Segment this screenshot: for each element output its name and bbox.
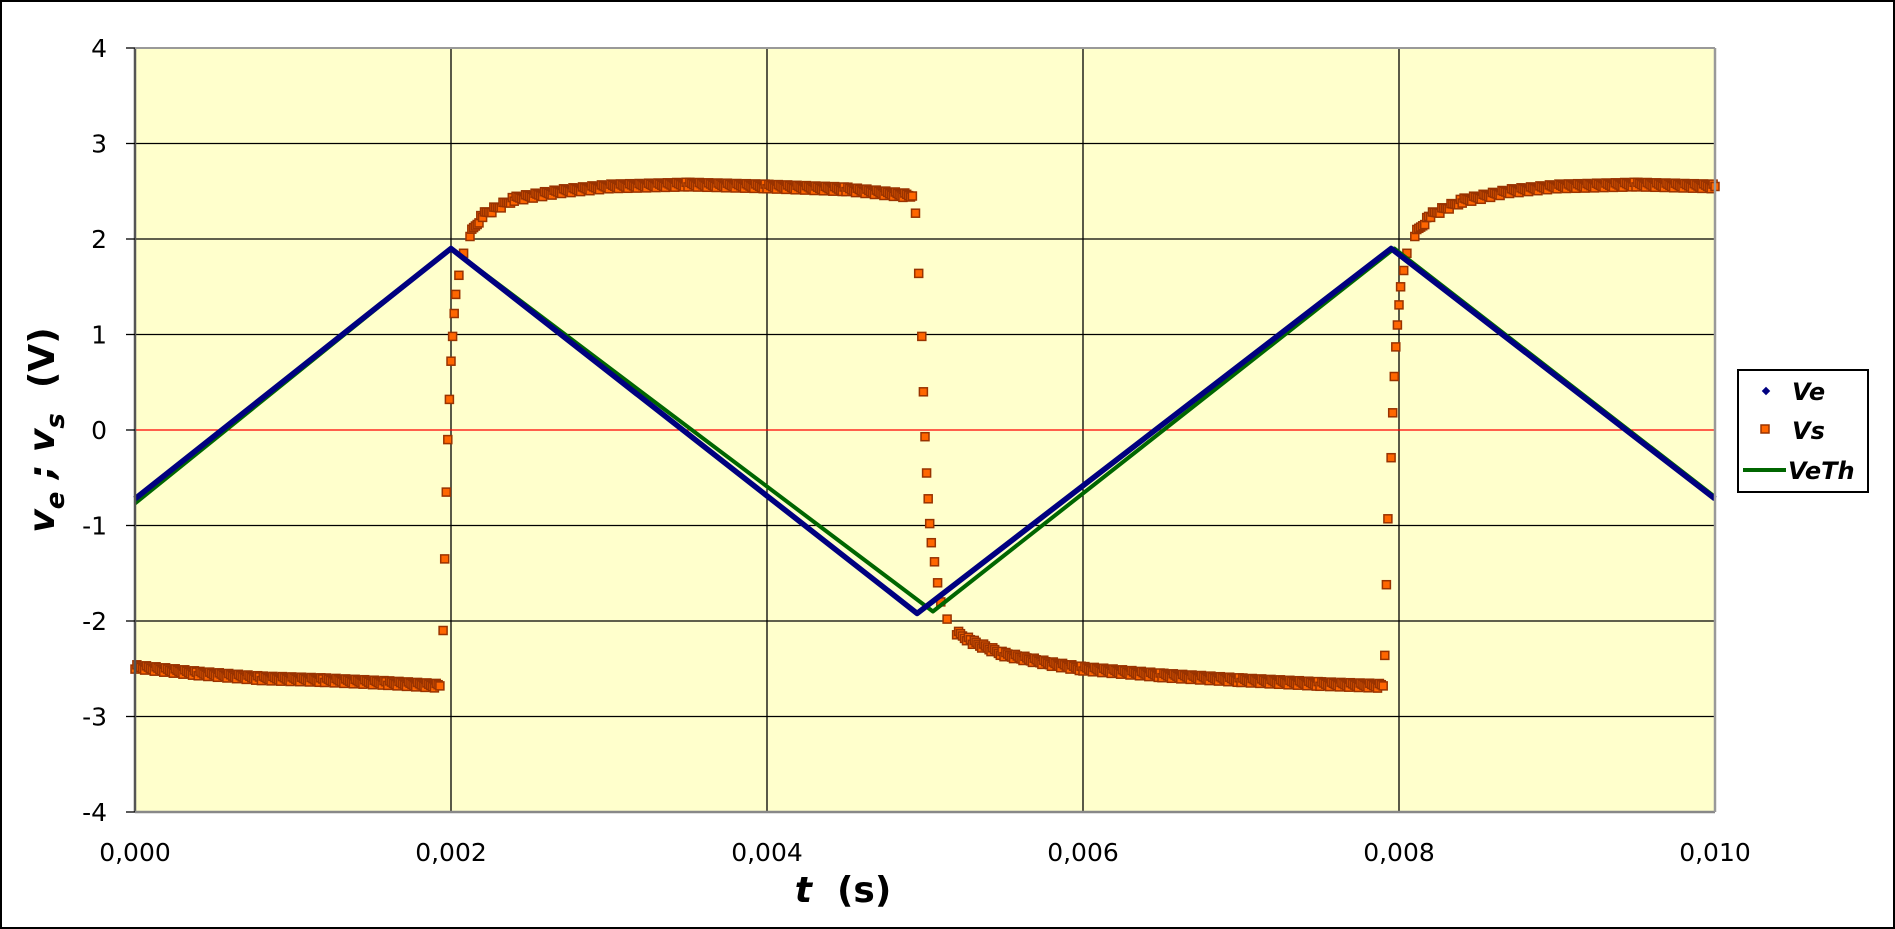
vs-marker xyxy=(1395,282,1406,292)
series-ve xyxy=(133,245,1717,617)
vs-marker xyxy=(447,331,458,342)
vs-marker xyxy=(1380,650,1390,661)
vs-marker xyxy=(435,681,445,691)
vs-marker xyxy=(942,614,952,624)
legend: Ve Vs VeTh xyxy=(1737,369,1869,493)
ve-trace xyxy=(133,245,1717,617)
vs-marker xyxy=(913,268,924,279)
vs-marker xyxy=(443,434,453,445)
square-marker-icon xyxy=(1760,424,1770,434)
vs-marker xyxy=(924,518,935,529)
vs-marker xyxy=(918,387,929,397)
y-tick-label: -2 xyxy=(82,607,107,636)
vs-marker xyxy=(917,331,927,342)
vs-marker xyxy=(441,487,452,497)
svg-text:Vs: Vs xyxy=(1792,417,1825,445)
vs-marker xyxy=(1387,408,1398,418)
vs-marker xyxy=(921,468,932,478)
x-axis-title: t (s) xyxy=(795,870,892,911)
vs-marker xyxy=(1394,300,1404,310)
vs-marker xyxy=(1386,452,1396,463)
y-tick-label: -4 xyxy=(82,798,107,827)
vs-marker xyxy=(1398,265,1409,276)
y-tick-label: -1 xyxy=(82,512,107,541)
vs-marker xyxy=(446,356,456,366)
y-axis-tick-labels: 4 3 2 1 0 -1 -2 -3 -4 xyxy=(82,34,107,827)
vs-marker xyxy=(923,494,933,504)
y-tick-label: -3 xyxy=(82,703,107,732)
axes xyxy=(126,47,1717,814)
vs-marker xyxy=(910,208,921,218)
y-tick-label: 1 xyxy=(91,321,107,350)
vs-marker xyxy=(1378,681,1388,691)
vs-marker xyxy=(1383,514,1393,524)
x-tick-label: 0,008 xyxy=(1363,838,1435,867)
vs-marker xyxy=(1392,320,1403,330)
grid-lines xyxy=(134,47,1716,813)
vs-marker xyxy=(449,308,459,319)
legend-item-veth: VeTh xyxy=(1743,457,1855,485)
vs-marker xyxy=(439,554,450,564)
svg-text:VeTh: VeTh xyxy=(1788,457,1855,485)
vs-marker xyxy=(444,394,455,405)
vs-marker xyxy=(1391,342,1401,352)
dot-marker-icon xyxy=(1761,386,1771,396)
vs-marker xyxy=(1389,371,1400,382)
vs-marker xyxy=(929,557,940,567)
vs-marker xyxy=(920,431,930,442)
x-tick-label: 0,010 xyxy=(1679,838,1751,867)
vs-marker xyxy=(932,578,943,588)
x-tick-label: 0,002 xyxy=(415,838,487,867)
vs-marker xyxy=(926,537,937,548)
x-tick-label: 0,000 xyxy=(99,838,171,867)
x-tick-label: 0,004 xyxy=(731,838,803,867)
x-axis-tick-labels: 0,000 0,002 0,004 0,006 0,008 0,010 xyxy=(99,838,1751,867)
y-axis-title: ve ; vs (V) xyxy=(22,327,71,532)
vs-marker xyxy=(1381,579,1392,590)
y-tick-label: 3 xyxy=(91,130,107,159)
vs-marker xyxy=(438,625,448,636)
y-tick-label: 2 xyxy=(91,225,107,254)
vs-marker xyxy=(907,191,918,201)
svg-text:Ve: Ve xyxy=(1792,378,1825,406)
legend-item-vs: Vs xyxy=(1760,417,1825,445)
vs-marker xyxy=(450,289,461,300)
y-tick-label: 0 xyxy=(91,416,107,445)
vs-marker xyxy=(454,270,464,281)
x-tick-label: 0,006 xyxy=(1047,838,1119,867)
legend-item-ve: Ve xyxy=(1761,378,1825,406)
y-tick-label: 4 xyxy=(91,34,107,63)
series-vs xyxy=(130,177,1720,693)
